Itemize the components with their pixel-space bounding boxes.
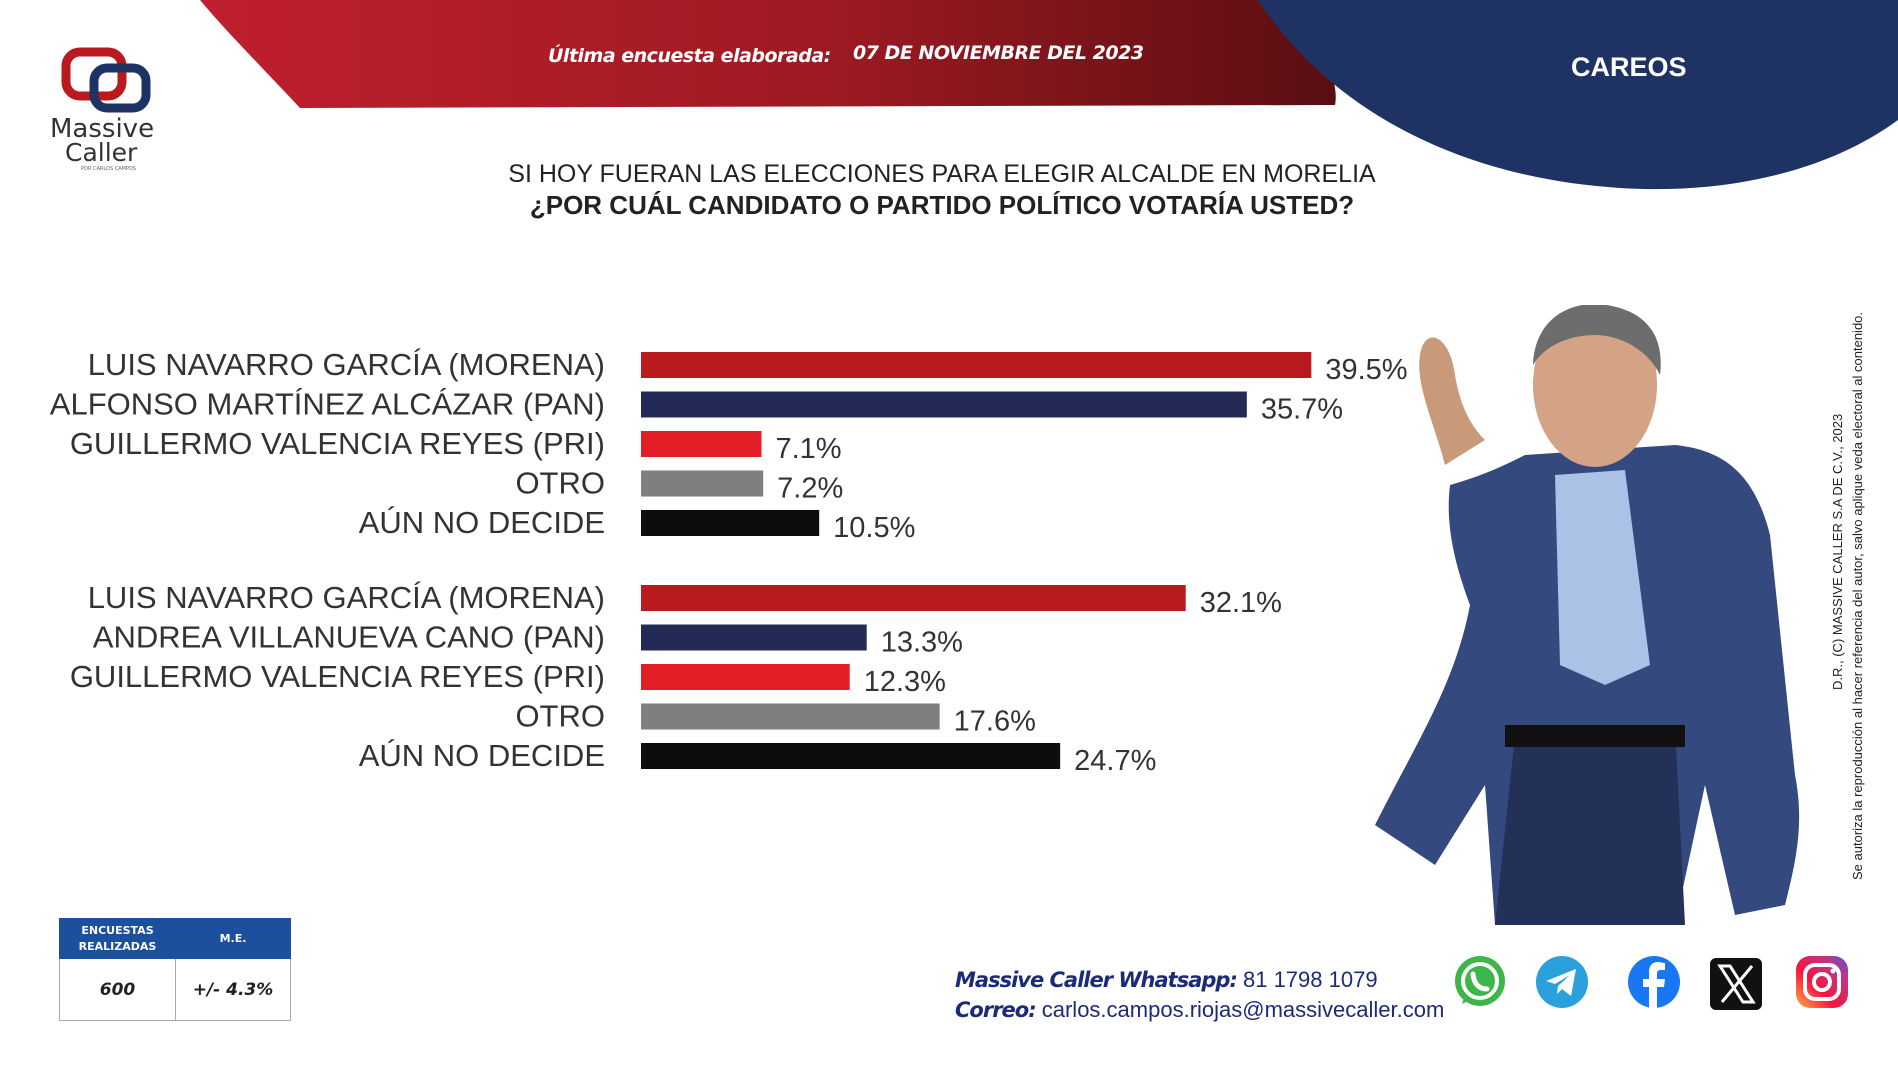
value-label: 39.5% <box>1325 354 1407 386</box>
bar <box>641 703 940 730</box>
bar <box>641 431 762 457</box>
copyright-notice: D.R., (C) MASSIVE CALLER S.A DE C.V., 20… <box>1830 413 1845 690</box>
category-label: ANDREA VILLANUEVA CANO (PAN) <box>93 620 605 655</box>
whatsapp-icon[interactable] <box>1452 954 1508 1010</box>
survey-date-label: Última encuesta elaborada: <box>548 45 831 67</box>
survey-date: 07 DE NOVIEMBRE DEL 2023 <box>853 42 1144 64</box>
category-label: GUILLERMO VALENCIA REYES (PRI) <box>70 426 605 461</box>
logo-mark-icon <box>61 47 151 113</box>
bar <box>641 585 1186 611</box>
question-line-2: ¿POR CUÁL CANDIDATO O PARTIDO POLÍTICO V… <box>529 190 1355 220</box>
email-address[interactable]: carlos.campos.riojas@massivecaller.com <box>1041 997 1445 1022</box>
section-title: CAREOS <box>1571 52 1687 82</box>
value-label: 7.2% <box>777 473 843 505</box>
whatsapp-label: Massive Caller Whatsapp: <box>955 968 1238 992</box>
email-contact: Correo: carlos.campos.riojas@massivecall… <box>955 997 1444 1023</box>
survey-stats-table: ENCUESTAS REALIZADAS M.E. 600 +/- 4.3% <box>59 918 291 1021</box>
value-label: 24.7% <box>1074 745 1156 777</box>
category-label: AÚN NO DECIDE <box>359 505 605 540</box>
category-label: OTRO <box>515 466 605 501</box>
logo-word-caller: Caller <box>65 138 138 167</box>
header-red-banner <box>200 0 1336 108</box>
encuestas-header: ENCUESTAS REALIZADAS <box>59 918 176 959</box>
bar <box>641 664 850 690</box>
value-label: 35.7% <box>1261 394 1343 426</box>
me-value: +/- 4.3% <box>175 958 291 1021</box>
category-label: ALFONSO MARTÍNEZ ALCÁZAR (PAN) <box>50 387 605 422</box>
instagram-icon[interactable] <box>1794 954 1850 1010</box>
whatsapp-contact: Massive Caller Whatsapp: 81 1798 1079 <box>955 967 1378 993</box>
whatsapp-number[interactable]: 81 1798 1079 <box>1242 967 1378 992</box>
bar <box>641 391 1247 418</box>
logo-word-massive: Massive <box>50 114 155 144</box>
question-line-1: SI HOY FUERAN LAS ELECCIONES PARA ELEGIR… <box>508 160 1376 188</box>
bar <box>641 352 1312 378</box>
bar <box>641 510 820 536</box>
massive-caller-logo: Massive Caller POR CARLOS CAMPOS <box>48 46 168 176</box>
category-label: OTRO <box>515 699 605 734</box>
category-label: AÚN NO DECIDE <box>359 738 605 773</box>
category-label: GUILLERMO VALENCIA REYES (PRI) <box>70 659 605 694</box>
value-label: 13.3% <box>881 627 963 659</box>
reproduction-notice: Se autoriza la reproducción al hacer ref… <box>1850 311 1865 880</box>
candidate-photo <box>1375 305 1800 925</box>
bar <box>641 624 867 651</box>
value-label: 10.5% <box>833 512 915 544</box>
email-label: Correo: <box>955 998 1037 1022</box>
value-label: 7.1% <box>775 433 841 465</box>
facebook-icon[interactable] <box>1626 954 1682 1010</box>
telegram-icon[interactable] <box>1534 954 1590 1010</box>
category-label: LUIS NAVARRO GARCÍA (MORENA) <box>88 580 605 615</box>
x-icon[interactable] <box>1708 956 1764 1012</box>
encuestas-value: 600 <box>59 958 176 1021</box>
bar <box>641 743 1061 769</box>
category-label: LUIS NAVARRO GARCÍA (MORENA) <box>88 347 605 382</box>
value-label: 17.6% <box>954 706 1036 738</box>
me-header: M.E. <box>175 918 291 959</box>
value-label: 12.3% <box>864 666 946 698</box>
bar <box>641 470 764 497</box>
header-navy-banner <box>1258 0 1898 190</box>
value-label: 32.1% <box>1200 587 1282 619</box>
logo-tagline: POR CARLOS CAMPOS <box>81 166 137 172</box>
